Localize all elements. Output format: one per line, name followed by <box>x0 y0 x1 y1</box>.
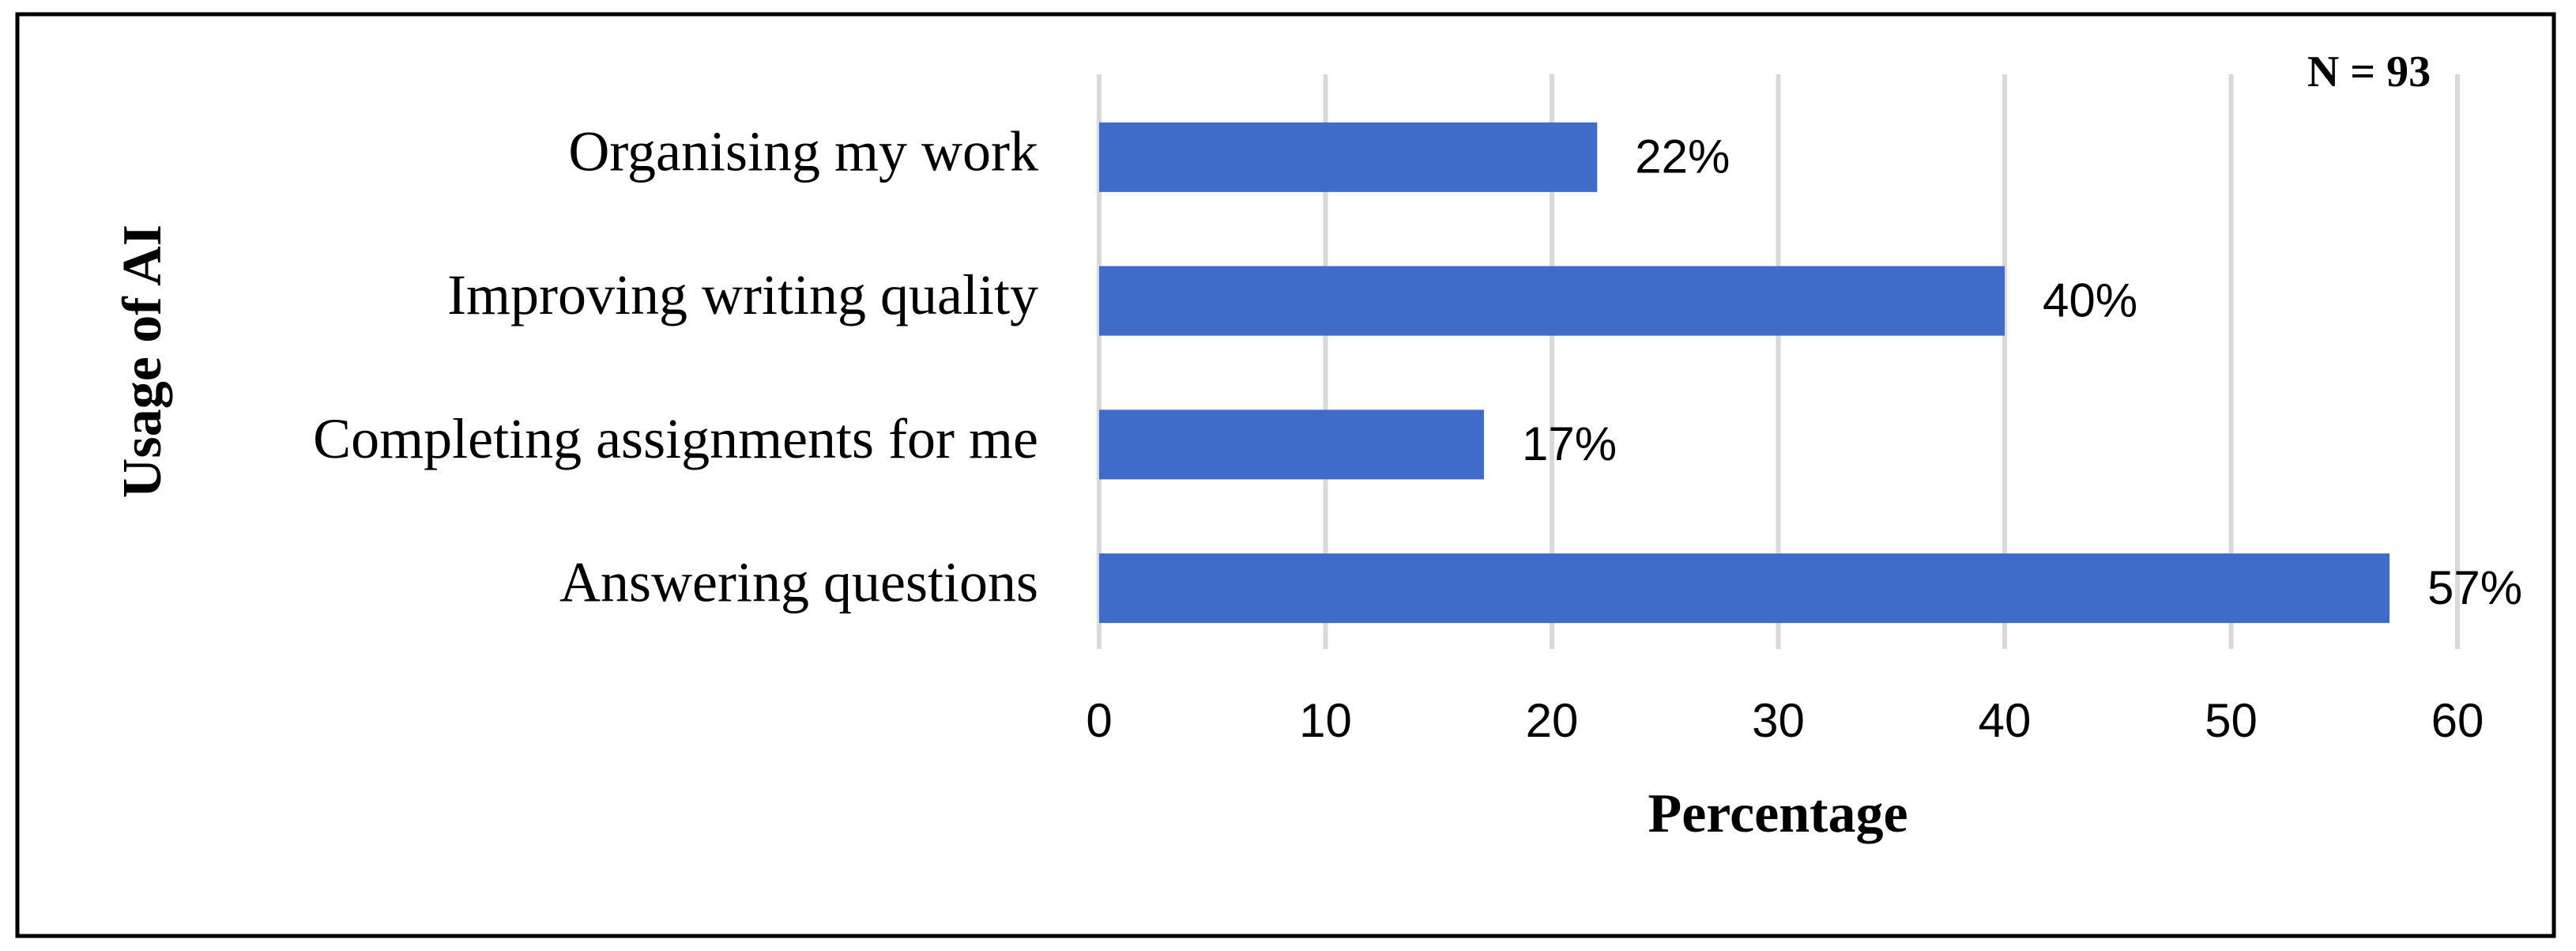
value-label: 40% <box>2043 274 2137 326</box>
x-axis-label: Percentage <box>1648 783 1908 844</box>
bar <box>1099 266 2005 336</box>
value-label: 22% <box>1635 130 1730 183</box>
bar <box>1099 409 1485 480</box>
x-tick-label: 10 <box>1299 694 1352 747</box>
value-label: 57% <box>2427 561 2522 614</box>
y-tick-label: Answering questions <box>559 551 1038 614</box>
y-tick-label: Improving writing quality <box>447 263 1038 326</box>
x-tick-label: 0 <box>1086 694 1112 747</box>
x-tick-label: 30 <box>1752 694 1805 747</box>
value-label: 17% <box>1522 417 1617 470</box>
y-tick-label: Completing assignments for me <box>313 407 1038 470</box>
chart-border <box>15 12 2556 938</box>
y-axis-label: Usage of AI <box>112 225 173 498</box>
annotation: N = 93 <box>2307 47 2431 96</box>
bar <box>1099 122 1598 192</box>
x-tick-label: 20 <box>1526 694 1579 747</box>
bar <box>1099 553 2390 624</box>
y-tick-label: Organising my work <box>568 119 1038 183</box>
x-tick-label: 50 <box>2205 694 2258 747</box>
x-tick-label: 40 <box>1979 694 2032 747</box>
x-tick-label: 60 <box>2431 694 2484 747</box>
